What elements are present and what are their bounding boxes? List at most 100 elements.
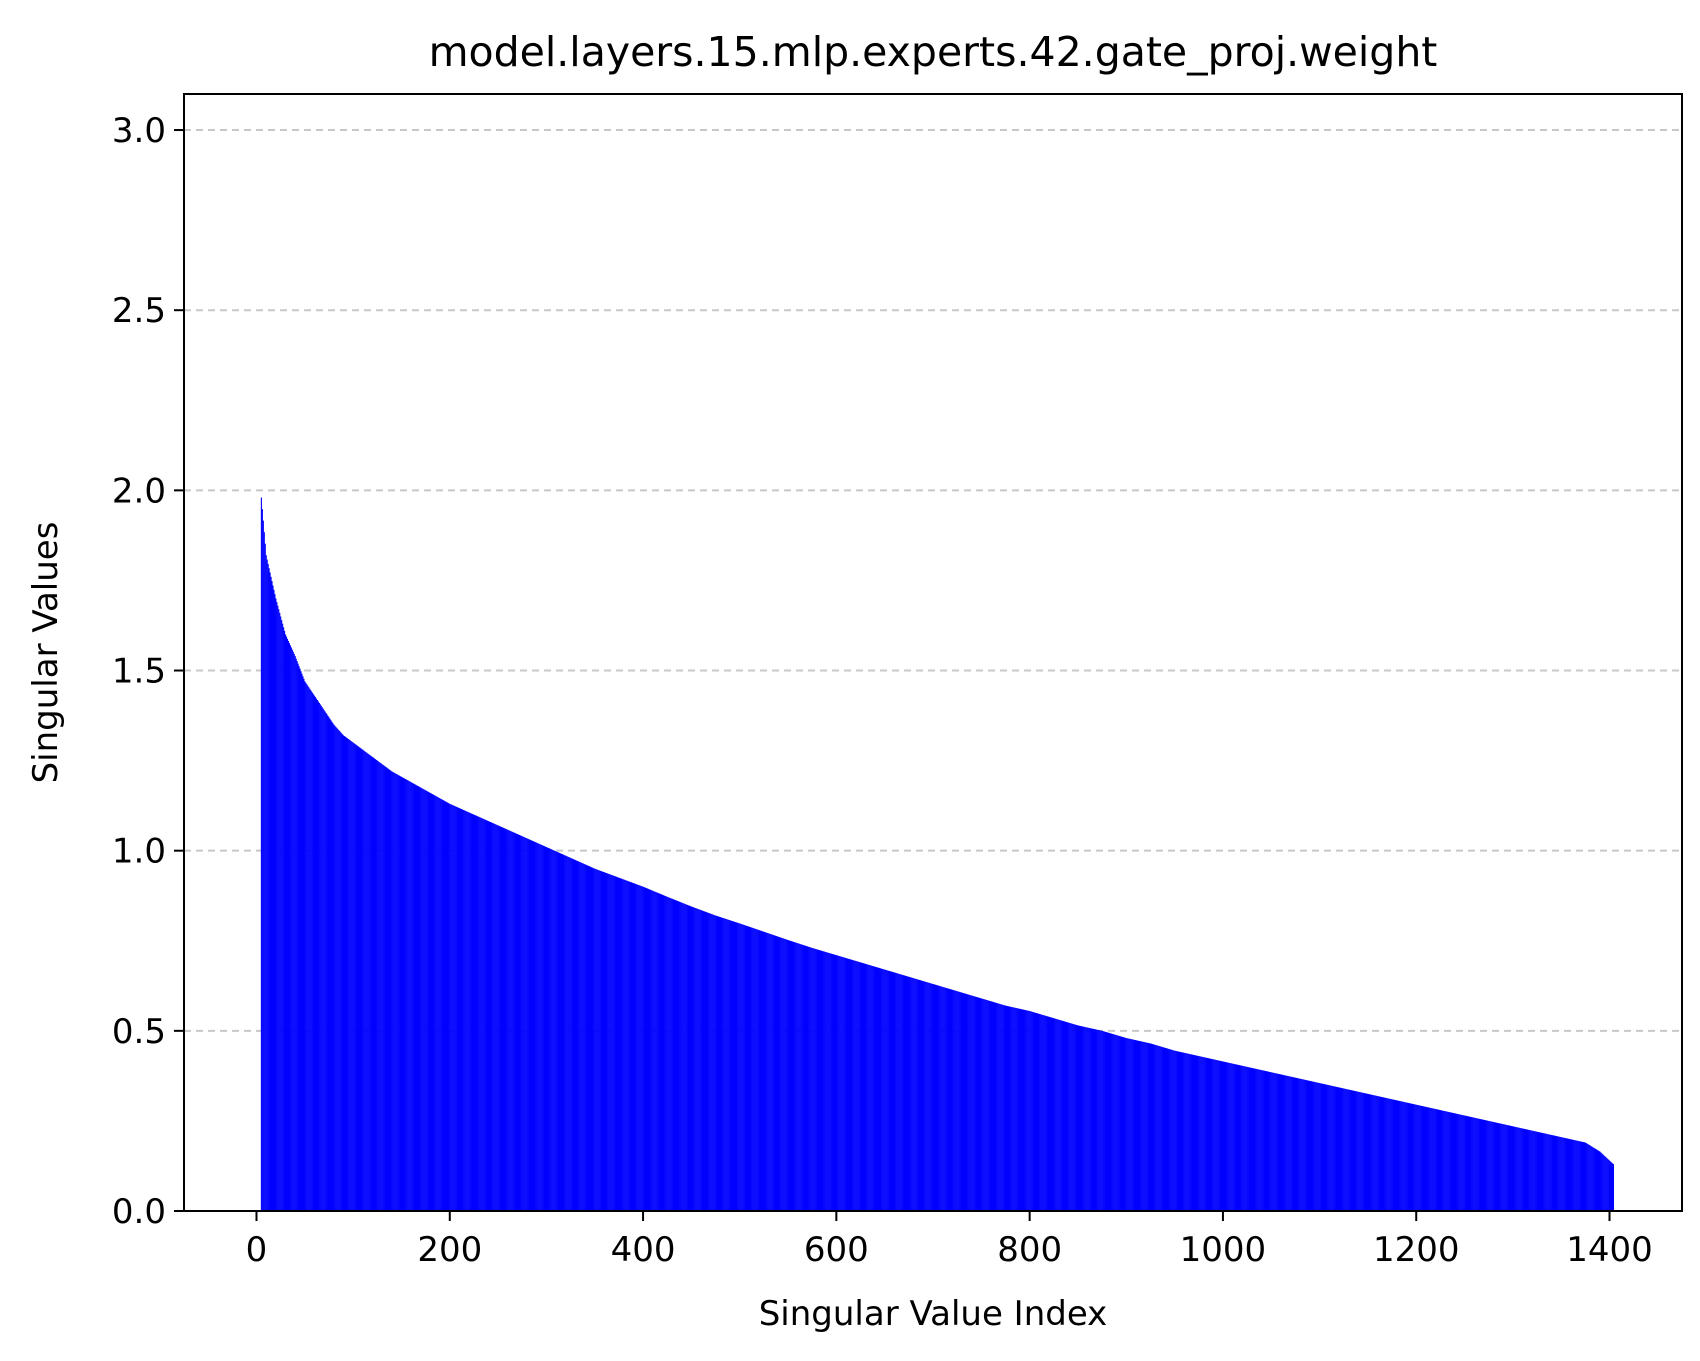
bar-196: [450, 804, 452, 1211]
bar-793: [1027, 1010, 1029, 1211]
bar-857: [1089, 1028, 1091, 1211]
bar-919: [1149, 1043, 1151, 1211]
bar-566: [807, 946, 809, 1211]
bar-1344: [1559, 1136, 1561, 1211]
bar-1209: [1429, 1107, 1431, 1211]
bar-580: [821, 950, 823, 1211]
bar-211: [464, 810, 466, 1211]
bar-971: [1199, 1056, 1201, 1211]
bar-1337: [1552, 1135, 1555, 1211]
bar-1231: [1450, 1112, 1452, 1211]
bar-500: [744, 925, 746, 1211]
bar-734: [970, 995, 972, 1211]
bar-102: [359, 747, 361, 1211]
bar-509: [752, 928, 754, 1211]
bar-469: [714, 915, 716, 1211]
bar-0: [260, 497, 262, 1211]
bar-1032: [1258, 1069, 1260, 1211]
bar-618: [858, 961, 860, 1211]
bar-1292: [1509, 1125, 1511, 1211]
bar-492: [736, 922, 738, 1211]
bar-576: [817, 949, 819, 1211]
bar-88: [345, 737, 347, 1211]
bar-278: [529, 839, 531, 1211]
bar-1122: [1345, 1088, 1347, 1211]
bar-598: [838, 956, 840, 1211]
bar-478: [722, 918, 724, 1211]
bar-787: [1021, 1009, 1023, 1211]
bar-525: [768, 933, 770, 1211]
bar-769: [1004, 1005, 1006, 1211]
bar-852: [1084, 1026, 1086, 1211]
bar-1023: [1249, 1067, 1251, 1211]
bar-577: [818, 949, 820, 1211]
bar-1121: [1344, 1088, 1346, 1211]
bar-902: [1132, 1039, 1134, 1211]
bar-1116: [1339, 1087, 1341, 1211]
bar-582: [823, 951, 825, 1211]
bar-1086: [1310, 1081, 1312, 1211]
bar-535: [777, 936, 779, 1211]
bar-171: [426, 790, 428, 1211]
bar-1106: [1329, 1085, 1331, 1211]
bar-262: [514, 832, 516, 1211]
bar-90: [347, 738, 349, 1211]
bar-711: [947, 988, 950, 1211]
bar-1000: [1227, 1062, 1229, 1211]
bar-371: [619, 878, 621, 1211]
bar-1226: [1445, 1111, 1447, 1211]
bar-861: [1092, 1028, 1095, 1211]
x-tick-label-2: 400: [611, 1230, 676, 1270]
bar-129: [385, 767, 387, 1211]
bar-85: [342, 735, 345, 1211]
bar-885: [1116, 1035, 1118, 1211]
bar-1103: [1326, 1084, 1328, 1211]
bar-69: [327, 715, 329, 1211]
bar-748: [983, 999, 985, 1211]
bar-574: [815, 949, 817, 1211]
bar-898: [1128, 1038, 1130, 1211]
x-ticks: 0 200 400 600 800 1000 1200 1400: [246, 1211, 1653, 1270]
bar-780: [1014, 1007, 1016, 1211]
bar-650: [889, 971, 891, 1211]
bar-202: [456, 806, 458, 1211]
bar-784: [1018, 1008, 1020, 1211]
bar-448: [693, 907, 695, 1211]
bar-916: [1146, 1042, 1148, 1211]
bar-33: [292, 651, 294, 1211]
bar-1168: [1389, 1098, 1391, 1211]
bar-1177: [1398, 1100, 1400, 1211]
bar-1089: [1313, 1081, 1315, 1211]
bar-527: [770, 934, 772, 1211]
bar-63: [321, 707, 323, 1211]
bar-635: [874, 966, 876, 1211]
bar-1212: [1432, 1108, 1434, 1211]
bar-961: [1189, 1054, 1191, 1211]
bar-985: [1212, 1059, 1214, 1211]
bar-976: [1204, 1057, 1206, 1211]
bar-52: [311, 691, 313, 1211]
bar-1246: [1465, 1115, 1467, 1211]
bar-1283: [1500, 1123, 1502, 1211]
bar-495: [739, 923, 741, 1211]
bar-244: [496, 825, 498, 1211]
bar-220: [473, 814, 475, 1211]
bar-688: [925, 981, 927, 1211]
bar-765: [1000, 1004, 1002, 1211]
bar-34: [293, 653, 295, 1211]
bar-736: [972, 995, 974, 1211]
bar-702: [939, 986, 941, 1211]
bar-1331: [1547, 1134, 1549, 1211]
bar-1378: [1592, 1147, 1594, 1211]
bar-521: [764, 932, 766, 1211]
bar-1003: [1230, 1063, 1232, 1211]
bar-892: [1122, 1037, 1125, 1211]
bar-968: [1196, 1055, 1198, 1211]
bar-1376: [1590, 1146, 1592, 1211]
bar-1330: [1546, 1133, 1548, 1211]
bar-1135: [1357, 1091, 1359, 1211]
bar-922: [1151, 1044, 1154, 1211]
bar-1319: [1535, 1131, 1537, 1211]
bar-13: [273, 589, 275, 1211]
bar-326: [575, 860, 578, 1211]
